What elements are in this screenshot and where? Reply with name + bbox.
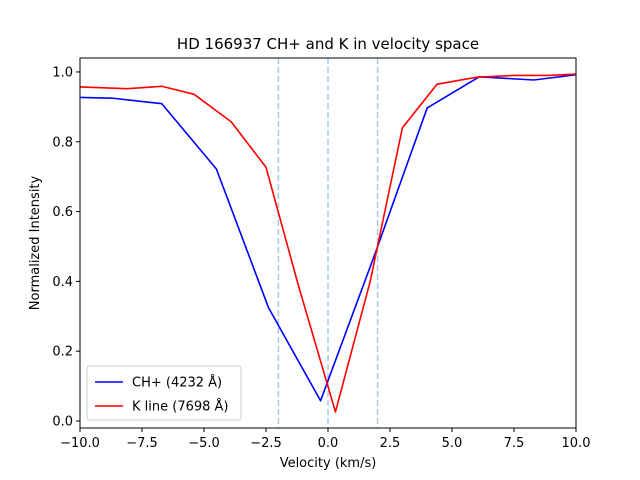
x-tick-label: 10.0	[562, 436, 591, 451]
y-tick-label: 1.0	[52, 65, 73, 80]
legend: CH+ (4232 Å) K line (7698 Å)	[86, 365, 242, 421]
x-axis-title: Velocity (km/s)	[280, 456, 377, 471]
axes: −10.0 −7.5 −5.0 −2.5 0.0 2.5 5.0 7.5 10.0 0.0 0.2 0…	[52, 57, 591, 451]
chart-title: HD 166937 CH+ and K in velocity space	[177, 35, 479, 53]
y-tick-label: 0.6	[52, 205, 73, 220]
legend-label-1: K line (7698 Å)	[132, 399, 229, 415]
y-tick-label: 0.0	[52, 415, 73, 430]
x-tick-label: −2.5	[250, 436, 282, 451]
series-line-0	[79, 73, 577, 402]
legend-box	[86, 365, 242, 421]
x-tick-label: 5.0	[442, 436, 463, 451]
legend-label-0: CH+ (4232 Å)	[132, 375, 222, 391]
y-tick-label: 0.2	[52, 345, 73, 360]
series-line-1	[79, 73, 577, 413]
y-tick-label: 0.4	[52, 275, 73, 290]
y-axis-title: Normalized Intensity	[28, 175, 43, 310]
x-tick-label: −7.5	[126, 436, 158, 451]
x-tick-label: 0.0	[318, 436, 339, 451]
x-tick-label: −5.0	[188, 436, 220, 451]
y-tick-label: 0.8	[52, 135, 73, 150]
x-tick-label: 2.5	[380, 436, 401, 451]
plot-area	[79, 58, 577, 428]
x-tick-label: −10.0	[60, 436, 100, 451]
x-tick-label: 7.5	[504, 436, 525, 451]
